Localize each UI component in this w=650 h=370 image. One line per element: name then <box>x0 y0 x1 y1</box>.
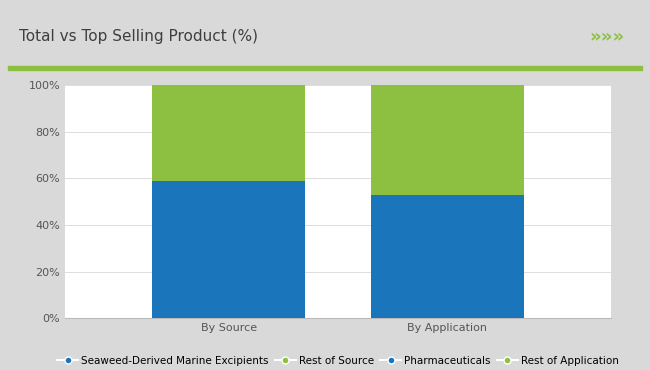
Bar <box>370 195 524 318</box>
Text: Total vs Top Selling Product (%): Total vs Top Selling Product (%) <box>20 30 258 44</box>
Bar <box>370 85 524 195</box>
Bar <box>8 66 642 70</box>
Text: »»»: »»» <box>589 28 625 46</box>
Bar <box>152 181 306 318</box>
Legend: Seaweed-Derived Marine Excipients, Rest of Source, Pharmaceuticals, Rest of Appl: Seaweed-Derived Marine Excipients, Rest … <box>53 352 623 370</box>
Bar <box>152 85 306 181</box>
